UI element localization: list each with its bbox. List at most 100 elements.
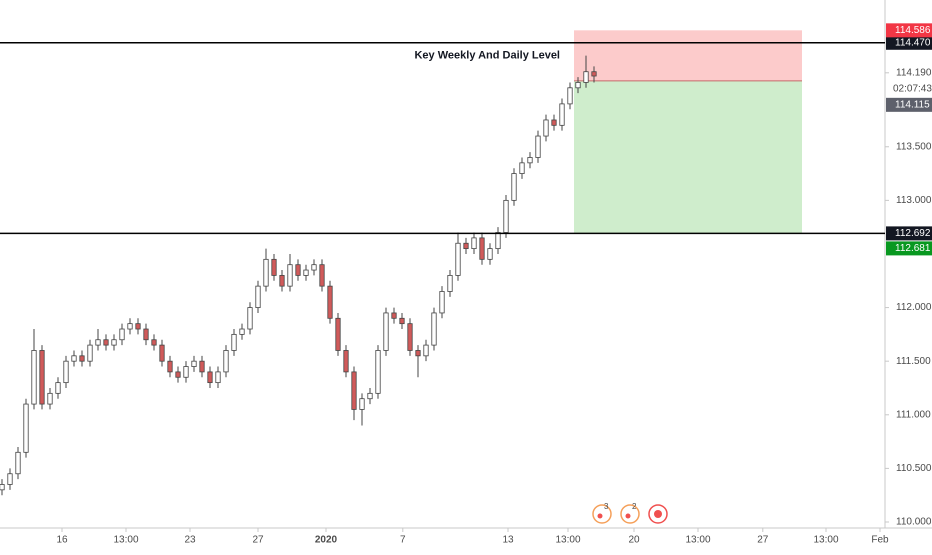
candle-body [575, 82, 581, 89]
candle-body [279, 275, 285, 287]
candle-body [159, 344, 165, 362]
candle-body [359, 398, 365, 410]
candle-body [287, 264, 293, 287]
candle-body [335, 317, 341, 351]
price-badge [886, 23, 932, 38]
x-tick-label: 13 [502, 535, 514, 546]
y-tick-label: 113.500 [896, 141, 932, 152]
candle-body [559, 103, 565, 126]
countdown: 02:07:43 [893, 83, 932, 94]
candle-body [255, 285, 261, 308]
candle-body [399, 317, 405, 325]
candle-body [543, 119, 549, 137]
candle-body [215, 371, 221, 384]
candle-body [7, 473, 13, 485]
candle-body [31, 350, 37, 405]
candle-body [199, 360, 205, 373]
candle-body [223, 350, 229, 373]
candle-body [343, 350, 349, 373]
candle-body [23, 403, 29, 453]
candle-body [415, 350, 421, 357]
candle-body [439, 291, 445, 314]
candle-body [519, 162, 525, 174]
candle-body [295, 264, 301, 276]
candle-body [567, 87, 573, 105]
annotation: Key Weekly And Daily Level [414, 50, 560, 62]
y-tick-label: 112.000 [896, 302, 932, 313]
candle-body [583, 71, 589, 83]
x-tick-label: 2020 [315, 535, 338, 546]
candle-body [391, 312, 397, 319]
x-tick-label: 20 [628, 535, 640, 546]
candle-body [111, 339, 117, 346]
target-zone [574, 80, 802, 234]
x-tick-label: 13:00 [555, 535, 580, 546]
candle-body [535, 135, 541, 158]
event-icon[interactable] [620, 504, 640, 524]
candle-body [263, 258, 269, 287]
candle-body [303, 269, 309, 276]
candle-body [447, 275, 453, 292]
x-tick-label: 27 [252, 535, 264, 546]
candle-body [487, 248, 493, 260]
candle-body [247, 307, 253, 330]
candle-body [327, 285, 333, 319]
x-tick-label: 16 [56, 535, 68, 546]
price-badge [886, 226, 932, 241]
candle-body [175, 371, 181, 378]
candle-body [271, 258, 277, 276]
candle-body [143, 328, 149, 341]
event-icon[interactable] [592, 504, 612, 524]
candle-body [463, 242, 469, 250]
event-icon-dot [654, 510, 662, 518]
candle-body [495, 232, 501, 250]
candle-body [431, 312, 437, 346]
candle-body [87, 344, 93, 362]
event-dot [625, 513, 631, 519]
candle-body [0, 484, 5, 491]
x-tick-label: 7 [400, 535, 406, 546]
candle-body [47, 392, 53, 405]
candle-body [63, 360, 69, 384]
candle-body [79, 355, 85, 362]
candle-body [351, 371, 357, 410]
candle-body [551, 119, 557, 126]
candle-body [367, 392, 373, 400]
x-tick-label: 13:00 [813, 535, 838, 546]
candle-body [383, 312, 389, 351]
event-count: 2 [632, 502, 637, 511]
x-tick-label: 13:00 [113, 535, 138, 546]
candle-body [135, 323, 141, 330]
candle-body [319, 264, 325, 287]
candle-body [479, 237, 485, 260]
event-icon[interactable] [648, 504, 668, 524]
price-badge-label: 112.692 [895, 228, 931, 239]
candle-body [183, 366, 189, 378]
y-tick-label: 110.500 [896, 463, 932, 474]
price-badge-label: 114.115 [895, 99, 930, 110]
candle-body [39, 350, 45, 405]
candles [0, 55, 597, 496]
candle-body [15, 451, 21, 475]
candle-body [527, 157, 533, 164]
y-tick-label: 110.000 [896, 517, 932, 528]
candle-body [191, 360, 197, 367]
candle-body [95, 339, 101, 346]
candle-body [71, 355, 77, 362]
stop-zone [574, 30, 802, 81]
candle-body [471, 237, 477, 250]
candle-body [503, 199, 509, 233]
price-badge [886, 97, 932, 112]
x-tick-label: 13:00 [685, 535, 710, 546]
candle-body [511, 173, 517, 201]
candle-body [455, 242, 461, 276]
price-badge [886, 241, 932, 256]
x-tick-label: Feb [871, 535, 889, 546]
x-tick-label: 27 [757, 535, 769, 546]
y-tick-label: 111.500 [896, 356, 931, 367]
y-tick-label: 113.000 [896, 195, 932, 206]
position-tool [574, 30, 802, 234]
candle-body [119, 328, 125, 341]
candle-body [207, 371, 213, 384]
